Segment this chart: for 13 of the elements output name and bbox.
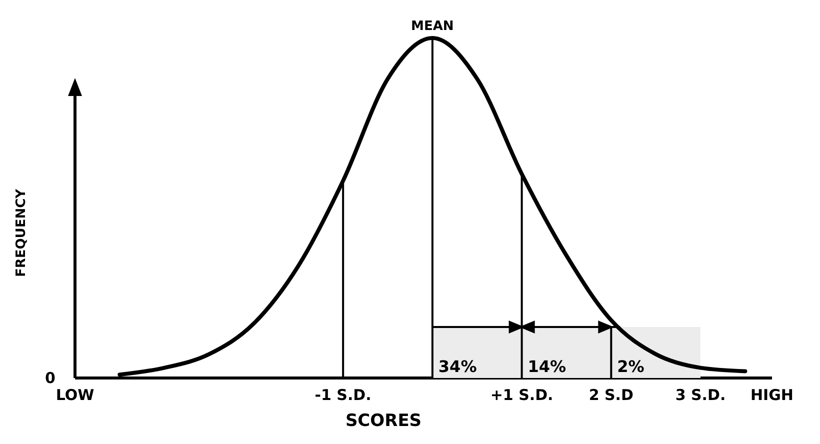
x-tick-label: HIGH [750, 386, 794, 404]
band-label: 14% [528, 357, 566, 376]
band-label: 2% [617, 357, 644, 376]
x-tick-label: LOW [56, 386, 95, 404]
x-tick-label: 2 S.D [588, 386, 634, 404]
x-axis-title: SCORES [345, 411, 422, 431]
x-tick-label: +1 S.D. [490, 386, 554, 404]
y-axis-title: FREQUENCY [14, 188, 29, 278]
ref-line-label: MEAN [411, 19, 454, 34]
text: 0 [45, 369, 56, 387]
x-tick-label: -1 S.D. [314, 386, 372, 404]
x-tick-label: 3 S.D. [675, 386, 726, 404]
band-label: 34% [438, 357, 477, 376]
